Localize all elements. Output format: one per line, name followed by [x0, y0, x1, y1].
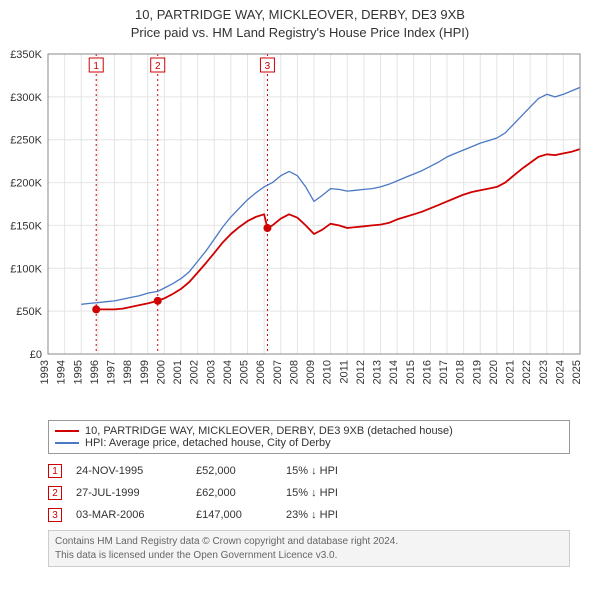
- event-delta: 15% ↓ HPI: [286, 487, 396, 499]
- x-tick-label: 2021: [505, 360, 517, 384]
- legend-row: HPI: Average price, detached house, City…: [55, 437, 563, 449]
- y-tick-label: £250K: [10, 135, 42, 147]
- x-tick-label: 2008: [288, 360, 300, 384]
- event-price: £147,000: [196, 509, 286, 521]
- legend-row: 10, PARTRIDGE WAY, MICKLEOVER, DERBY, DE…: [55, 425, 563, 437]
- x-tick-label: 2000: [155, 360, 167, 384]
- event-delta-pct: 15%: [286, 487, 308, 499]
- x-tick-label: 1999: [139, 360, 151, 384]
- x-tick-label: 2018: [455, 360, 467, 384]
- y-tick-label: £0: [30, 349, 42, 361]
- footer: Contains HM Land Registry data © Crown c…: [48, 530, 570, 567]
- event-date: 24-NOV-1995: [76, 465, 196, 477]
- y-tick-label: £150K: [10, 221, 42, 233]
- x-tick-label: 2023: [538, 360, 550, 384]
- y-tick-label: £200K: [10, 178, 42, 190]
- arrow-down-icon: ↓: [311, 509, 317, 521]
- event-date: 03-MAR-2006: [76, 509, 196, 521]
- title-block: 10, PARTRIDGE WAY, MICKLEOVER, DERBY, DE…: [0, 0, 600, 46]
- event-marker-id: 1: [93, 61, 99, 72]
- title-line-2: Price paid vs. HM Land Registry's House …: [0, 24, 600, 42]
- event-delta-pct: 15%: [286, 465, 308, 477]
- footer-line-2: This data is licensed under the Open Gov…: [55, 549, 563, 563]
- event-table: 1 24-NOV-1995£52,00015% ↓ HPI 2 27-JUL-1999…: [48, 460, 570, 526]
- x-tick-label: 1995: [72, 360, 84, 384]
- y-tick-label: £300K: [10, 92, 42, 104]
- event-price: £62,000: [196, 487, 286, 499]
- chart-area: £0 £50K £100K £150K £200K £250K £300K £350K 1993…: [0, 46, 600, 416]
- x-tick-label: 2019: [471, 360, 483, 384]
- title-line-1: 10, PARTRIDGE WAY, MICKLEOVER, DERBY, DE…: [0, 6, 600, 24]
- event-date: 27-JUL-1999: [76, 487, 196, 499]
- event-row: 3 03-MAR-2006£147,00023% ↓ HPI: [48, 504, 570, 526]
- arrow-down-icon: ↓: [311, 465, 317, 477]
- x-tick-label: 2024: [554, 360, 566, 384]
- event-id-box: 2: [48, 486, 62, 500]
- x-tick-label: 1997: [106, 360, 118, 384]
- event-price: £52,000: [196, 465, 286, 477]
- page-root: 10, PARTRIDGE WAY, MICKLEOVER, DERBY, DE…: [0, 0, 600, 590]
- legend: 10, PARTRIDGE WAY, MICKLEOVER, DERBY, DE…: [48, 420, 570, 454]
- event-delta-vs: HPI: [320, 509, 338, 521]
- y-tick-label: £100K: [10, 264, 42, 276]
- x-tick-label: 2001: [172, 360, 184, 384]
- event-delta-vs: HPI: [320, 487, 338, 499]
- x-tick-label: 2015: [405, 360, 417, 384]
- x-tick-label: 2002: [189, 360, 201, 384]
- x-tick-label: 2009: [305, 360, 317, 384]
- x-tick-label: 2006: [255, 360, 267, 384]
- y-tick-label: £50K: [16, 307, 42, 319]
- x-tick-label: 2025: [571, 360, 583, 384]
- x-tick-label: 2022: [521, 360, 533, 384]
- legend-swatch: [55, 430, 79, 432]
- footer-line-1: Contains HM Land Registry data © Crown c…: [55, 535, 563, 549]
- x-tick-label: 2013: [372, 360, 384, 384]
- event-delta: 15% ↓ HPI: [286, 465, 396, 477]
- event-delta-pct: 23%: [286, 509, 308, 521]
- x-tick-label: 2012: [355, 360, 367, 384]
- event-marker-id: 2: [155, 61, 161, 72]
- event-delta-vs: HPI: [320, 465, 338, 477]
- x-tick-label: 2017: [438, 360, 450, 384]
- legend-label: HPI: Average price, detached house, City…: [85, 437, 331, 449]
- x-tick-label: 1993: [39, 360, 51, 384]
- x-tick-label: 2016: [421, 360, 433, 384]
- x-tick-label: 2007: [272, 360, 284, 384]
- x-tick-label: 2003: [205, 360, 217, 384]
- event-marker-id: 3: [265, 61, 271, 72]
- x-tick-label: 1998: [122, 360, 134, 384]
- x-tick-label: 1996: [89, 360, 101, 384]
- event-row: 1 24-NOV-1995£52,00015% ↓ HPI: [48, 460, 570, 482]
- event-id-box: 3: [48, 508, 62, 522]
- event-row: 2 27-JUL-1999£62,00015% ↓ HPI: [48, 482, 570, 504]
- x-tick-label: 2005: [239, 360, 251, 384]
- price-chart: £0 £50K £100K £150K £200K £250K £300K £350K 1993…: [0, 46, 600, 416]
- legend-swatch: [55, 442, 79, 444]
- event-id-box: 1: [48, 464, 62, 478]
- x-tick-label: 2004: [222, 360, 234, 384]
- x-tick-label: 1994: [56, 360, 68, 384]
- y-tick-label: £350K: [10, 49, 42, 61]
- event-delta: 23% ↓ HPI: [286, 509, 396, 521]
- x-tick-label: 2011: [338, 360, 350, 384]
- arrow-down-icon: ↓: [311, 487, 317, 499]
- x-tick-label: 2010: [322, 360, 334, 384]
- legend-label: 10, PARTRIDGE WAY, MICKLEOVER, DERBY, DE…: [85, 425, 453, 437]
- x-tick-label: 2014: [388, 360, 400, 384]
- x-tick-label: 2020: [488, 360, 500, 384]
